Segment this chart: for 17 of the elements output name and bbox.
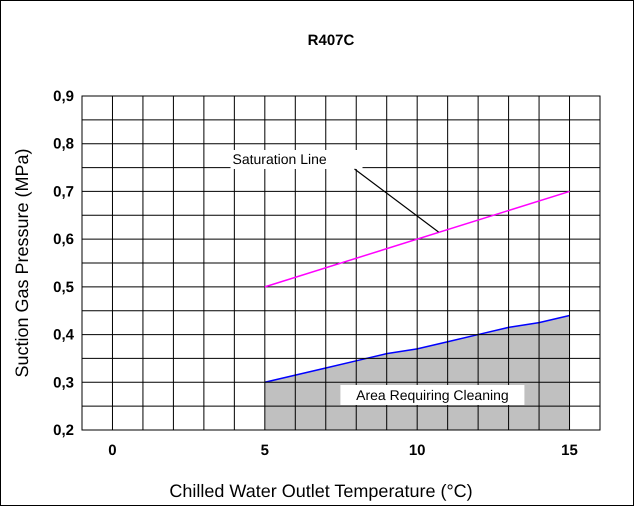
y-tick-label: 0,5 bbox=[53, 278, 74, 296]
y-tick-label: 0,2 bbox=[53, 422, 74, 439]
x-axis-title: Chilled Water Outlet Temperature (°C) bbox=[169, 481, 473, 501]
y-tick-label: 0,3 bbox=[53, 374, 74, 392]
y-tick-label: 0,4 bbox=[53, 326, 75, 344]
y-tick-label: 0,9 bbox=[53, 88, 74, 105]
annotation: Saturation Line bbox=[232, 150, 327, 167]
x-tick-label: 15 bbox=[561, 442, 578, 459]
chart-title: R407C bbox=[308, 32, 355, 49]
y-axis-title: Suction Gas Pressure (MPa) bbox=[12, 148, 32, 378]
y-tick-label: 0,7 bbox=[53, 183, 74, 200]
x-tick-label: 10 bbox=[408, 442, 426, 459]
y-tick-label: 0,6 bbox=[53, 231, 74, 248]
y-tick-label: 0,8 bbox=[53, 136, 74, 153]
annotation: Area Requiring Cleaning bbox=[356, 386, 509, 403]
x-tick-label: 5 bbox=[260, 442, 269, 459]
x-tick-label: 0 bbox=[108, 442, 117, 459]
